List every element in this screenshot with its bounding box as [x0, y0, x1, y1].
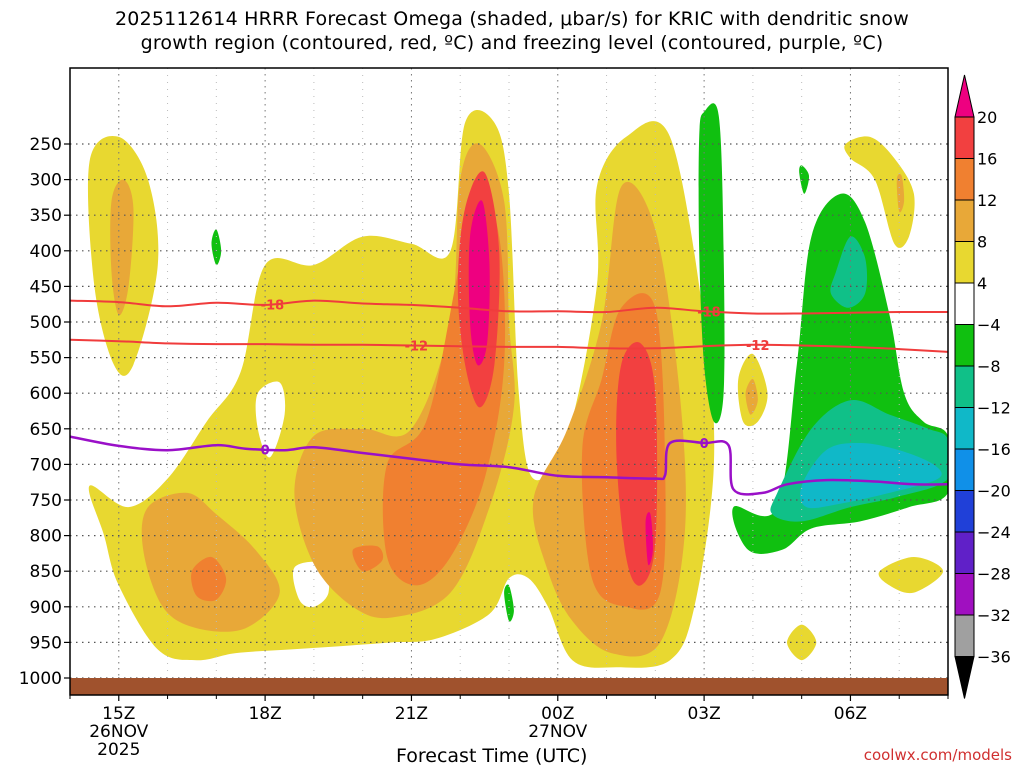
y-tick-label-650: 650	[30, 420, 62, 440]
colorbar-swatch-12	[954, 614, 975, 657]
omega-region-17	[896, 174, 905, 213]
x-year-label-15Z: 2025	[97, 740, 140, 760]
y-tick-label-900: 900	[30, 598, 62, 618]
ground-layer	[70, 678, 948, 695]
y-tick-label-550: 550	[30, 349, 62, 369]
dgz-contour-label-3: -12	[746, 339, 770, 354]
colorbar-swatch-3	[954, 241, 975, 284]
chart-title-line-1: 2025112614 HRRR Forecast Omega (shaded, …	[115, 8, 909, 30]
omega-region-19	[745, 378, 758, 415]
y-tick-label-950: 950	[30, 633, 62, 653]
colorbar-label-10: −24	[977, 523, 1011, 542]
omega-region-27	[830, 236, 868, 308]
omega-colorbar: 20 16 12 8 4 −4 −8 −12 −16 −20 −24 −28 −32 −36	[954, 74, 1011, 699]
colorbar-swatch-11	[954, 573, 975, 616]
colorbar-label-8: −16	[977, 440, 1011, 459]
dgz-contour-line-0	[70, 299, 948, 315]
dgz-contour-label-1: -18	[697, 306, 721, 321]
dgz-contour-line-2	[70, 338, 948, 353]
y-tick-label-500: 500	[30, 313, 62, 333]
omega-region-15	[645, 512, 653, 566]
x-axis-title: Forecast Time (UTC)	[396, 745, 588, 767]
omega-region-3	[255, 381, 286, 458]
y-axis: 250 300 350 400 450 500 550 600 650 700 750 800 850 9…	[19, 135, 70, 689]
colorbar-label-4: 4	[977, 274, 987, 293]
colorbar-swatch-1	[954, 158, 975, 201]
omega-region-20	[878, 557, 944, 594]
x-tick-label-15Z: 15Z	[102, 704, 135, 724]
chart-title-line-2: growth region (contoured, red, ºC) and f…	[140, 32, 884, 54]
dgz-contour-label-2: -12	[405, 340, 429, 355]
x-date-label-00Z: 27NOV	[528, 722, 587, 742]
y-tick-label-300: 300	[30, 171, 62, 191]
site-credit[interactable]: coolwx.com/models	[863, 746, 1012, 764]
omega-region-11	[352, 545, 384, 572]
colorbar-swatch-0	[954, 116, 975, 159]
colorbar-label-13: −36	[977, 648, 1011, 667]
freezing-level-line-0	[70, 435, 948, 496]
y-tick-label-250: 250	[30, 135, 62, 155]
colorbar-swatch-10	[954, 531, 975, 574]
y-tick-label-400: 400	[30, 242, 62, 262]
x-tick-label-21Z: 21Z	[395, 704, 428, 724]
colorbar-swatch-4	[954, 282, 975, 325]
omega-region-24	[211, 229, 222, 266]
colorbar-swatch-5	[954, 324, 975, 367]
ground-rect	[70, 678, 948, 695]
omega-region-14	[468, 200, 490, 366]
x-tick-label-00Z: 00Z	[541, 704, 574, 724]
freezing-level-label-1: 0	[700, 437, 709, 452]
x-tick-label-03Z: 03Z	[687, 704, 720, 724]
colorbar-label-11: −28	[977, 565, 1011, 584]
omega-shading	[87, 103, 948, 668]
omega-region-22	[698, 103, 725, 424]
y-tick-label-850: 850	[30, 562, 62, 582]
omega-region-10	[191, 556, 227, 602]
colorbar-label-0: 20	[977, 108, 997, 127]
colorbar-swatch-2	[954, 199, 975, 242]
y-tick-label-800: 800	[30, 527, 62, 547]
y-tick-label-450: 450	[30, 277, 62, 297]
temperature-contours: -18 -18 -12 -12 0 0	[70, 298, 948, 496]
x-tick-label-18Z: 18Z	[248, 704, 281, 724]
colorbar-bottom-triangle	[954, 656, 975, 699]
colorbar-swatch-7	[954, 407, 975, 450]
colorbar-label-5: −4	[977, 316, 1001, 335]
y-tick-label-600: 600	[30, 384, 62, 404]
x-date-label-15Z: 26NOV	[89, 722, 148, 742]
colorbar-label-2: 12	[977, 191, 997, 210]
y-tick-label-700: 700	[30, 455, 62, 475]
y-tick-label-750: 750	[30, 491, 62, 511]
colorbar-label-3: 8	[977, 233, 987, 252]
colorbar-label-6: −8	[977, 357, 1001, 376]
omega-region-25	[504, 584, 514, 622]
colorbar-swatch-9	[954, 490, 975, 533]
omega-region-1	[110, 179, 134, 316]
omega-region-16	[844, 136, 915, 248]
y-tick-label-1000: 1000	[19, 669, 62, 689]
colorbar-label-7: −12	[977, 399, 1011, 418]
freezing-level-label-0: 0	[261, 443, 270, 458]
colorbar-swatch-8	[954, 448, 975, 491]
omega-region-29	[800, 443, 942, 509]
colorbar-label-12: −32	[977, 606, 1011, 625]
omega-region-23	[799, 165, 810, 194]
colorbar-top-triangle	[954, 74, 975, 118]
colorbar-swatch-6	[954, 365, 975, 408]
x-tick-label-06Z: 06Z	[834, 704, 867, 724]
y-tick-label-350: 350	[30, 206, 62, 226]
dgz-contour-label-0: -18	[261, 298, 285, 313]
colorbar-label-9: −20	[977, 482, 1011, 501]
colorbar-label-1: 16	[977, 150, 997, 169]
